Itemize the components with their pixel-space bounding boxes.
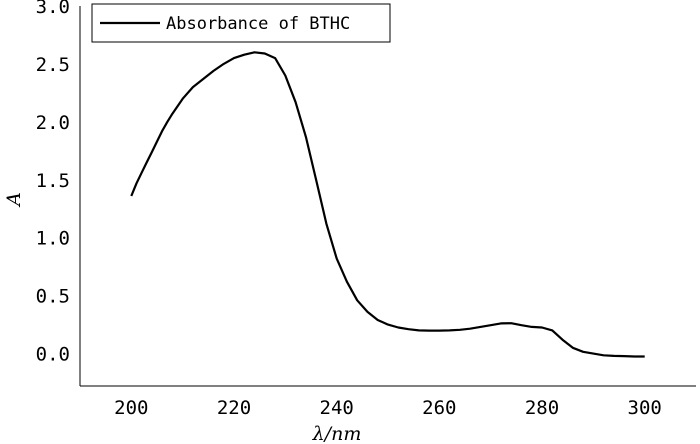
y-tick-label: 0.5 <box>36 286 70 308</box>
y-tick-label: 3.0 <box>36 0 70 18</box>
x-tick-label: 260 <box>422 397 456 419</box>
y-tick-label: 0.0 <box>36 344 70 366</box>
x-tick-label: 220 <box>217 397 251 419</box>
y-tick-labels: 0.0 0.5 1.0 1.5 2.0 2.5 3.0 <box>36 0 70 366</box>
x-axis-label: λ/nm <box>312 423 362 444</box>
x-tick-labels: 200 220 240 260 280 300 <box>114 397 662 419</box>
plot-frame <box>79 6 696 387</box>
y-tick-label: 2.5 <box>36 54 70 76</box>
x-tick-label: 300 <box>628 397 662 419</box>
legend-label: Absorbance of BTHC <box>166 14 350 34</box>
legend: Absorbance of BTHC <box>91 3 391 43</box>
x-tick-label: 240 <box>320 397 354 419</box>
y-tick-label: 1.0 <box>36 228 70 250</box>
series-layer <box>130 51 645 358</box>
y-tick-label: 1.5 <box>36 170 70 192</box>
y-tick-label: 2.0 <box>36 112 70 134</box>
y-axis-label: A <box>3 192 25 208</box>
series-line-absorbance <box>130 51 645 358</box>
x-tick-label: 280 <box>525 397 559 419</box>
x-tick-label: 200 <box>114 397 148 419</box>
